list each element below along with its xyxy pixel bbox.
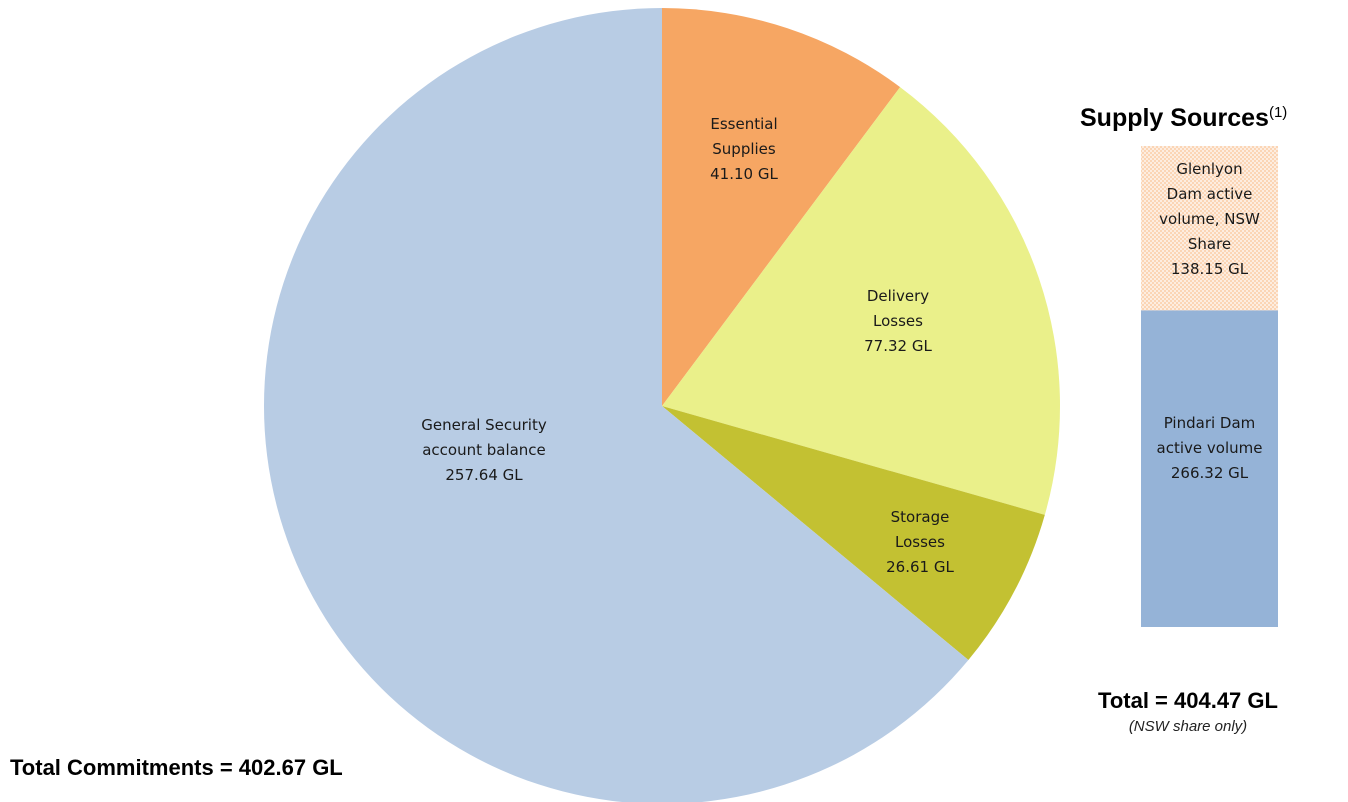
pie-label-storage-losses: Storage Losses 26.61 GL (886, 508, 954, 576)
pie-label-general-security-account-balance: General Security account balance 257.64 GL (421, 416, 547, 484)
bar-label-glenlyon: Glenlyon Dam active volume, NSW Share 138.15… (1159, 160, 1260, 278)
pie-label-line: Losses (873, 312, 923, 330)
bar-total-label: Total = 404.47 GL (1098, 688, 1278, 713)
pie-value-label: 77.32 GL (864, 337, 932, 355)
pie-label-line: Supplies (712, 140, 776, 158)
bar-label-pindari-dam: Pindari Dam active volume 266.32 GL (1157, 414, 1263, 482)
pie-label-line: General Security (421, 416, 547, 434)
bar-value-label: 138.15 GL (1171, 260, 1249, 278)
pie-slice-storage-losses (662, 406, 1045, 661)
pie-total-label: Total Commitments = 402.67 GL (10, 755, 343, 780)
bar-label-line: volume, NSW (1159, 210, 1260, 228)
pie-label-line: Delivery (867, 287, 929, 305)
bar-total-note: (NSW share only) (1129, 718, 1247, 735)
pie-slice-delivery-losses (662, 87, 1061, 515)
pie-label-delivery-losses: Delivery Losses 77.32 GL (864, 287, 932, 355)
bar-value-label: 266.32 GL (1171, 464, 1249, 482)
supply-sources-bar: Pindari Dam active volume 266.32 GL Glenlyo… (1141, 146, 1278, 627)
bar-label-line: Share (1188, 235, 1231, 253)
bar-segment-glenlyon (1141, 146, 1278, 311)
bar-title-text: Supply Sources (1080, 104, 1269, 132)
bar-label-line: Dam active (1167, 185, 1253, 203)
pie-value-label: 26.61 GL (886, 558, 954, 576)
pie-value-label: 41.10 GL (710, 165, 778, 183)
pie-slice-general-security-account-balance (263, 8, 969, 802)
pie-value-label: 257.64 GL (445, 466, 523, 484)
bar-segment-pindari-dam (1141, 310, 1278, 627)
pie-label-line: Losses (895, 533, 945, 551)
commitments-pie: Essential Supplies 41.10 GL Delivery Losses 7… (263, 8, 1061, 802)
pie-slice-essential-supplies (662, 8, 901, 406)
pie-label-line: Essential (710, 115, 777, 133)
pie-label-essential-supplies: Essential Supplies 41.10 GL (710, 115, 778, 183)
bar-label-line: active volume (1157, 439, 1263, 457)
bar-label-line: Pindari Dam (1164, 414, 1256, 432)
bar-title-superscript: (1) (1269, 104, 1287, 121)
bar-title: Supply Sources(1) (1080, 104, 1287, 132)
pie-label-line: account balance (422, 441, 546, 459)
bar-label-line: Glenlyon (1176, 160, 1242, 178)
pie-label-line: Storage (891, 508, 950, 526)
